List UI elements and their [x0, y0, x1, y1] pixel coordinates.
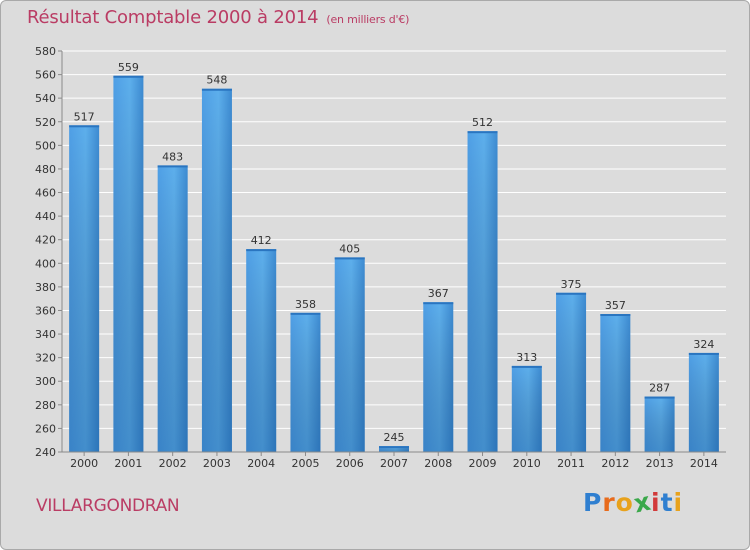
- bar-cap-2011: [556, 292, 587, 295]
- logo-letter: i: [673, 488, 684, 517]
- bar-cap-2001: [113, 75, 144, 78]
- bar-shade-2010: [511, 365, 542, 452]
- chart-title: Résultat Comptable 2000 à 2014: [27, 7, 319, 28]
- x-tick-label-2008: 2008: [424, 457, 452, 470]
- y-tick-label: 260: [35, 422, 56, 435]
- y-tick-label: 580: [35, 45, 56, 58]
- y-tick-label: 340: [35, 328, 56, 341]
- data-label-2006: 405: [339, 242, 360, 255]
- bar-shade-2002: [157, 165, 188, 452]
- bar-cap-2003: [201, 88, 232, 91]
- data-label-2000: 517: [74, 110, 95, 123]
- x-tick-label-2000: 2000: [70, 457, 98, 470]
- y-tick-label: 540: [35, 92, 56, 105]
- data-label-2012: 357: [605, 299, 626, 312]
- bar-shade-2008: [423, 302, 454, 452]
- data-label-2002: 483: [162, 150, 183, 163]
- x-tick-label-2003: 2003: [203, 457, 231, 470]
- bar-shade-2000: [69, 125, 100, 452]
- bar-shade-2001: [113, 75, 144, 453]
- bar-cap-2010: [511, 365, 542, 368]
- data-label-2013: 287: [649, 382, 670, 395]
- x-tick-label-2011: 2011: [557, 457, 585, 470]
- logo-letter: r: [602, 488, 616, 517]
- bar-shade-2005: [290, 312, 321, 452]
- bar-cap-2013: [644, 396, 675, 399]
- x-tick-label-2002: 2002: [159, 457, 187, 470]
- bar-shade-2011: [556, 292, 587, 452]
- data-label-2001: 559: [118, 61, 139, 74]
- bar-shade-2006: [334, 257, 365, 452]
- bar-shade-2007: [379, 446, 409, 452]
- bar-shade-2004: [246, 249, 277, 452]
- y-tick-label: 400: [35, 257, 56, 270]
- x-tick-label-2006: 2006: [336, 457, 364, 470]
- bar-cap-2009: [467, 131, 498, 134]
- y-tick-label: 460: [35, 187, 56, 200]
- chart-subtitle: (en milliers d'€): [326, 13, 410, 26]
- bar-cap-2004: [246, 249, 277, 252]
- bar-shade-2009: [467, 131, 498, 452]
- data-label-2014: 324: [693, 338, 714, 351]
- data-label-2009: 512: [472, 116, 493, 129]
- data-label-2005: 358: [295, 298, 316, 311]
- data-label-2004: 412: [251, 234, 272, 247]
- y-tick-label: 500: [35, 139, 56, 152]
- x-tick-label-2012: 2012: [601, 457, 629, 470]
- bar-shade-2014: [688, 352, 719, 452]
- bar-cap-2006: [334, 257, 365, 260]
- bar-cap-2014: [688, 352, 719, 355]
- bar-shade-2013: [644, 396, 675, 452]
- bar-shade-2012: [600, 314, 631, 452]
- logo-letter: i: [651, 488, 661, 517]
- y-tick-label: 440: [35, 210, 56, 223]
- y-tick-label: 560: [35, 69, 56, 82]
- x-tick-label-2001: 2001: [114, 457, 142, 470]
- proxiti-logo: Proxiti: [583, 487, 684, 519]
- bar-cap-2007: [379, 446, 409, 449]
- logo-letter: P: [583, 488, 603, 517]
- y-tick-label: 240: [35, 446, 56, 459]
- x-tick-label-2009: 2009: [469, 457, 497, 470]
- x-tick-label-2013: 2013: [646, 457, 674, 470]
- chart-title-block: Résultat Comptable 2000 à 2014 (en millie…: [27, 7, 409, 28]
- logo-letter: t: [660, 488, 674, 517]
- data-label-2010: 313: [516, 351, 537, 364]
- x-tick-label-2010: 2010: [513, 457, 541, 470]
- y-tick-label: 480: [35, 163, 56, 176]
- y-tick-label: 520: [35, 116, 56, 129]
- town-name: VILLARGONDRAN: [36, 496, 180, 516]
- data-label-2007: 245: [384, 431, 405, 444]
- y-tick-label: 320: [35, 352, 56, 365]
- bar-cap-2008: [423, 302, 454, 305]
- bar-cap-2002: [157, 165, 188, 168]
- data-label-2003: 548: [206, 74, 227, 87]
- bar-shade-2003: [201, 88, 232, 452]
- x-tick-label-2004: 2004: [247, 457, 275, 470]
- bar-cap-2012: [600, 314, 631, 317]
- y-tick-label: 380: [35, 281, 56, 294]
- x-tick-label-2007: 2007: [380, 457, 408, 470]
- logo-letter: o: [615, 488, 634, 517]
- y-tick-label: 420: [35, 234, 56, 247]
- y-tick-label: 280: [35, 399, 56, 412]
- bar-cap-2005: [290, 312, 321, 315]
- bar-cap-2000: [69, 125, 100, 128]
- x-tick-label-2005: 2005: [291, 457, 319, 470]
- data-label-2008: 367: [428, 287, 449, 300]
- y-tick-label: 300: [35, 375, 56, 388]
- y-tick-label: 360: [35, 304, 56, 317]
- x-tick-label-2014: 2014: [690, 457, 718, 470]
- data-label-2011: 375: [561, 278, 582, 291]
